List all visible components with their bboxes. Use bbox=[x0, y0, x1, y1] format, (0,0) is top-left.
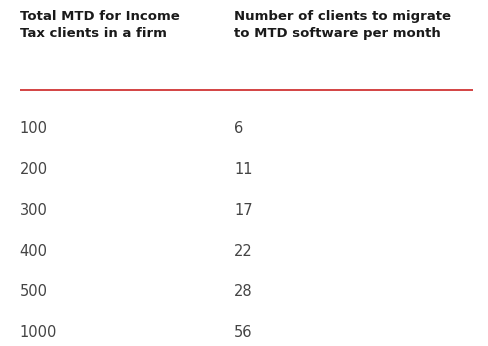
Text: 22: 22 bbox=[234, 244, 253, 258]
Text: 11: 11 bbox=[234, 162, 253, 177]
Text: Total MTD for Income
Tax clients in a firm: Total MTD for Income Tax clients in a fi… bbox=[20, 10, 179, 40]
Text: 500: 500 bbox=[20, 284, 47, 299]
Text: Number of clients to migrate
to MTD software per month: Number of clients to migrate to MTD soft… bbox=[234, 10, 451, 40]
Text: 400: 400 bbox=[20, 244, 47, 258]
Text: 17: 17 bbox=[234, 203, 253, 218]
Text: 300: 300 bbox=[20, 203, 47, 218]
Text: 6: 6 bbox=[234, 121, 244, 136]
Text: 1000: 1000 bbox=[20, 325, 57, 340]
Text: 28: 28 bbox=[234, 284, 253, 299]
Text: 200: 200 bbox=[20, 162, 48, 177]
Text: 100: 100 bbox=[20, 121, 47, 136]
Text: 56: 56 bbox=[234, 325, 253, 340]
